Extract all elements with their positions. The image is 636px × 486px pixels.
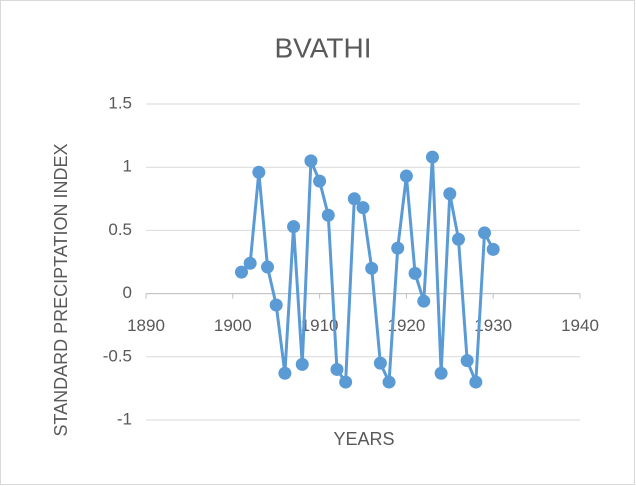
x-tick-label: 1920 xyxy=(387,316,425,335)
x-tick-label: 1900 xyxy=(214,316,252,335)
x-tick-label: 1910 xyxy=(301,316,339,335)
marker xyxy=(451,232,465,246)
line xyxy=(240,155,495,384)
x-axis-label: YEARS xyxy=(333,429,394,449)
y-tick-label: 1 xyxy=(123,157,132,176)
marker xyxy=(234,265,248,279)
x-tick-label: 1940 xyxy=(561,316,599,335)
x-tick-label: 1890 xyxy=(127,316,165,335)
marker xyxy=(365,261,379,275)
x-tick-label: 1930 xyxy=(474,316,512,335)
marker xyxy=(434,366,448,380)
marker xyxy=(278,366,292,380)
marker xyxy=(321,208,335,222)
marker xyxy=(261,260,275,274)
marker xyxy=(443,187,457,201)
marker xyxy=(269,298,283,312)
marker xyxy=(287,220,301,234)
y-axis-label: STANDARD PRECIPTATION INDEX xyxy=(51,143,71,436)
marker xyxy=(252,165,266,179)
marker xyxy=(382,375,396,389)
marker xyxy=(339,375,353,389)
marker xyxy=(373,356,387,370)
y-tick-label: -1 xyxy=(117,409,132,428)
marker xyxy=(486,242,500,256)
marker xyxy=(243,256,257,270)
marker xyxy=(399,169,413,183)
y-tick-label: 0 xyxy=(123,283,132,302)
marker xyxy=(417,294,431,308)
marker xyxy=(304,154,318,168)
marker xyxy=(478,226,492,240)
marker xyxy=(460,354,474,368)
marker xyxy=(347,192,361,206)
y-tick-label: -0.5 xyxy=(103,346,132,365)
marker xyxy=(295,357,309,371)
marker xyxy=(330,362,344,376)
marker xyxy=(469,375,483,389)
marker xyxy=(391,241,405,255)
chart-title: BVATHI xyxy=(275,32,372,63)
y-tick-label: 1.5 xyxy=(108,93,132,112)
marker xyxy=(313,174,327,188)
marker xyxy=(425,150,439,164)
y-tick-label: 0.5 xyxy=(108,220,132,239)
marker xyxy=(356,201,370,215)
marker xyxy=(408,266,422,280)
